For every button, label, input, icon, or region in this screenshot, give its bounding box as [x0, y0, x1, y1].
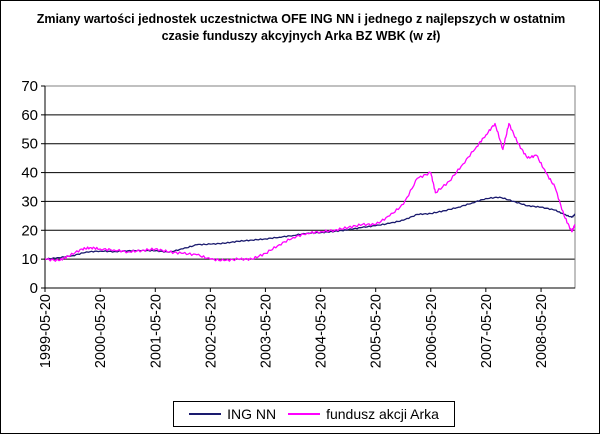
- plot-area: [44, 85, 576, 289]
- x-tick-label: 2003-05-20: [258, 294, 274, 368]
- x-tick-label: 2000-05-20: [93, 294, 109, 368]
- y-tick-label: 70: [21, 78, 38, 95]
- y-tick-label: 10: [21, 251, 38, 268]
- legend-item-arka: fundusz akcji Arka: [288, 406, 439, 422]
- axes: 0 10 20 30 40 50 60 70 1999-05-20 2000-05-20 2001-…: [21, 78, 575, 368]
- y-tick-label: 60: [21, 107, 38, 124]
- series-line-arka: [45, 122, 576, 262]
- series-line-ing-nn: [44, 196, 576, 260]
- x-tick-label: 2004-05-20: [314, 294, 330, 368]
- legend: ING NN fundusz akcji Arka: [173, 401, 455, 427]
- y-tick-label: 0: [30, 280, 38, 297]
- x-tick-label: 2007-05-20: [479, 294, 495, 368]
- x-tick-label: 2005-05-20: [369, 294, 385, 368]
- x-tick-label: 2002-05-20: [203, 294, 219, 368]
- x-tick-label: 1999-05-20: [38, 294, 54, 368]
- y-tick-label: 20: [21, 222, 38, 239]
- x-tick-label: 2006-05-20: [424, 294, 440, 368]
- series-lines: [44, 122, 576, 262]
- y-tick-label: 50: [21, 136, 38, 153]
- chart-title: Zmiany wartości jednostek uczestnictwa O…: [36, 12, 566, 43]
- legend-label-arka: fundusz akcji Arka: [326, 406, 439, 422]
- y-tick-label: 40: [21, 165, 38, 182]
- legend-swatch-arka: [288, 413, 321, 415]
- legend-swatch-ing-nn: [189, 413, 222, 415]
- x-tick-label: 2008-05-20: [534, 294, 550, 368]
- x-tick-label: 2001-05-20: [148, 294, 164, 368]
- legend-item-ing-nn: ING NN: [189, 406, 276, 422]
- legend-label-ing-nn: ING NN: [227, 406, 277, 422]
- y-tick-label: 30: [21, 193, 38, 210]
